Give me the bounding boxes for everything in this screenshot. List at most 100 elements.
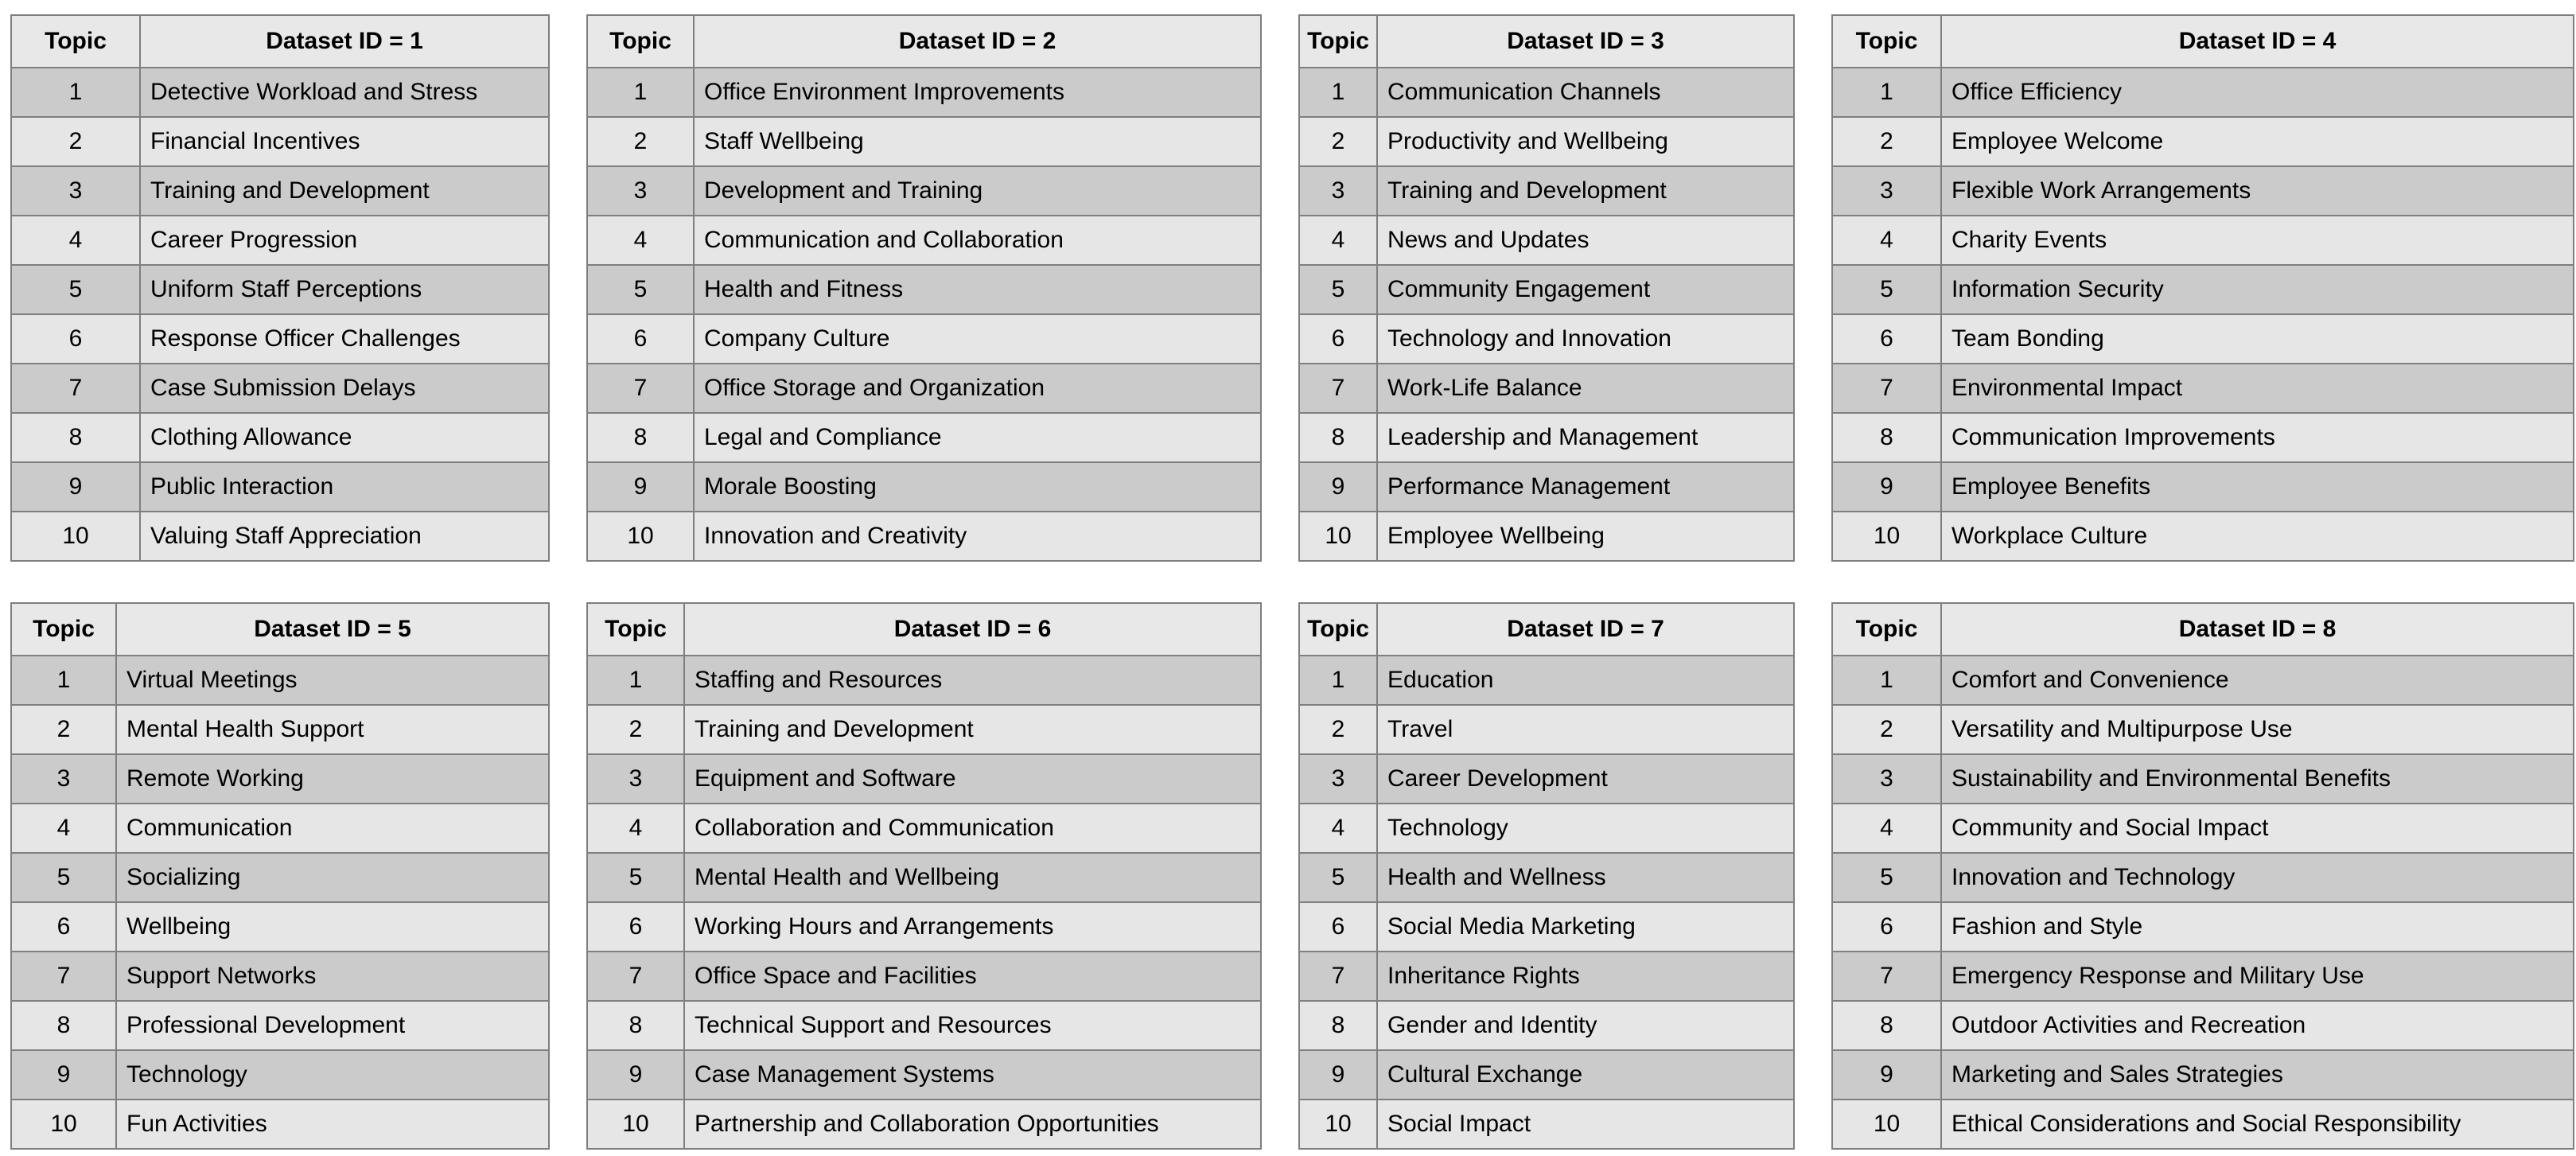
topic-number-cell: 6 — [1298, 313, 1378, 364]
topic-row: 7 Case Submission Delays — [10, 363, 550, 414]
topic-column-header: Topic — [1831, 14, 1942, 68]
topic-label-cell: Collaboration and Communication — [683, 803, 1262, 854]
topic-number-cell: 2 — [1831, 704, 1942, 755]
topic-row: 9 Technology — [10, 1049, 550, 1100]
table-header-row: Topic Dataset ID = 6 — [586, 602, 1262, 656]
topic-label-cell: Training and Development — [139, 165, 550, 216]
topic-label-cell: Outdoor Activities and Recreation — [1940, 1000, 2574, 1051]
topic-label-cell: Technology — [115, 1049, 550, 1100]
topic-number-cell: 5 — [586, 264, 695, 315]
topic-row: 5 Socializing — [10, 852, 550, 903]
topic-row: 8 Outdoor Activities and Recreation — [1831, 1000, 2574, 1051]
topic-label-cell: Training and Development — [1376, 165, 1795, 216]
topic-label-cell: Employee Welcome — [1940, 116, 2574, 167]
topic-label-cell: Case Submission Delays — [139, 363, 550, 414]
topic-row: 4 Career Progression — [10, 215, 550, 266]
topic-label-cell: Uniform Staff Perceptions — [139, 264, 550, 315]
topic-label-cell: Case Management Systems — [683, 1049, 1262, 1100]
topic-label-cell: Ethical Considerations and Social Respon… — [1940, 1099, 2574, 1150]
topic-row: 2 Mental Health Support — [10, 704, 550, 755]
topic-row: 8 Communication Improvements — [1831, 412, 2574, 463]
topic-row: 6 Wellbeing — [10, 901, 550, 952]
dataset-table-7: Topic Dataset ID = 7 1 Education 2 Trave… — [1298, 602, 1795, 1150]
topic-label-cell: Inheritance Rights — [1376, 951, 1795, 1002]
topic-label-cell: Community Engagement — [1376, 264, 1795, 315]
topic-row: 7 Environmental Impact — [1831, 363, 2574, 414]
topic-row: 9 Employee Benefits — [1831, 461, 2574, 512]
topic-number-cell: 4 — [1831, 215, 1942, 266]
topic-row: 7 Support Networks — [10, 951, 550, 1002]
topic-number-cell: 10 — [586, 511, 695, 562]
topic-row: 3 Training and Development — [1298, 165, 1795, 216]
topic-label-cell: Financial Incentives — [139, 116, 550, 167]
topic-label-cell: Community and Social Impact — [1940, 803, 2574, 854]
topic-column-header: Topic — [1298, 602, 1378, 656]
topic-label-cell: Social Impact — [1376, 1099, 1795, 1150]
topic-number-cell: 3 — [586, 753, 685, 804]
topic-number-cell: 2 — [10, 116, 141, 167]
topic-label-cell: Detective Workload and Stress — [139, 67, 550, 118]
topic-number-cell: 1 — [1831, 67, 1942, 118]
topic-number-cell: 2 — [1831, 116, 1942, 167]
topic-label-cell: Working Hours and Arrangements — [683, 901, 1262, 952]
topic-number-cell: 8 — [1831, 1000, 1942, 1051]
topic-number-cell: 10 — [1831, 511, 1942, 562]
dataset-id-header: Dataset ID = 5 — [115, 602, 550, 656]
topic-number-cell: 8 — [10, 412, 141, 463]
dataset-id-header: Dataset ID = 4 — [1940, 14, 2574, 68]
topic-number-cell: 4 — [1831, 803, 1942, 854]
topic-label-cell: Health and Fitness — [693, 264, 1262, 315]
topic-number-cell: 5 — [586, 852, 685, 903]
topic-label-cell: Wellbeing — [115, 901, 550, 952]
table-header-row: Topic Dataset ID = 4 — [1831, 14, 2574, 68]
topic-number-cell: 2 — [10, 704, 117, 755]
topic-label-cell: Career Development — [1376, 753, 1795, 804]
topic-row: 1 Virtual Meetings — [10, 655, 550, 706]
topic-row: 9 Case Management Systems — [586, 1049, 1262, 1100]
topic-label-cell: Work-Life Balance — [1376, 363, 1795, 414]
topic-row: 10 Innovation and Creativity — [586, 511, 1262, 562]
topic-label-cell: Valuing Staff Appreciation — [139, 511, 550, 562]
dataset-table-1: Topic Dataset ID = 1 1 Detective Workloa… — [10, 14, 550, 562]
dataset-table-3: Topic Dataset ID = 3 1 Communication Cha… — [1298, 14, 1795, 562]
topic-row: 8 Leadership and Management — [1298, 412, 1795, 463]
topic-row: 9 Morale Boosting — [586, 461, 1262, 512]
topic-number-cell: 2 — [1298, 116, 1378, 167]
topic-number-cell: 3 — [10, 753, 117, 804]
topic-label-cell: Team Bonding — [1940, 313, 2574, 364]
topic-row: 8 Clothing Allowance — [10, 412, 550, 463]
topic-row: 7 Office Space and Facilities — [586, 951, 1262, 1002]
topic-label-cell: Versatility and Multipurpose Use — [1940, 704, 2574, 755]
topic-row: 2 Travel — [1298, 704, 1795, 755]
topic-row: 6 Response Officer Challenges — [10, 313, 550, 364]
topic-row: 6 Fashion and Style — [1831, 901, 2574, 952]
topic-number-cell: 4 — [586, 803, 685, 854]
dataset-id-header: Dataset ID = 7 — [1376, 602, 1795, 656]
topic-label-cell: Sustainability and Environmental Benefit… — [1940, 753, 2574, 804]
topic-row: 2 Training and Development — [586, 704, 1262, 755]
topic-number-cell: 9 — [10, 1049, 117, 1100]
topic-row: 4 Charity Events — [1831, 215, 2574, 266]
table-header-row: Topic Dataset ID = 3 — [1298, 14, 1795, 68]
topic-number-cell: 9 — [1298, 461, 1378, 512]
topic-label-cell: Travel — [1376, 704, 1795, 755]
topic-row: 4 News and Updates — [1298, 215, 1795, 266]
topic-number-cell: 7 — [10, 363, 141, 414]
topic-row: 9 Performance Management — [1298, 461, 1795, 512]
topic-number-cell: 6 — [1298, 901, 1378, 952]
topic-row: 10 Workplace Culture — [1831, 511, 2574, 562]
topic-label-cell: Remote Working — [115, 753, 550, 804]
topic-row: 9 Public Interaction — [10, 461, 550, 512]
topic-row: 9 Marketing and Sales Strategies — [1831, 1049, 2574, 1100]
topic-row: 6 Company Culture — [586, 313, 1262, 364]
table-header-row: Topic Dataset ID = 8 — [1831, 602, 2574, 656]
topic-column-header: Topic — [1831, 602, 1942, 656]
dataset-id-header: Dataset ID = 2 — [693, 14, 1262, 68]
topic-number-cell: 5 — [1831, 852, 1942, 903]
topic-row: 3 Training and Development — [10, 165, 550, 216]
dataset-id-header: Dataset ID = 1 — [139, 14, 550, 68]
topic-number-cell: 10 — [586, 1099, 685, 1150]
topic-column-header: Topic — [586, 602, 685, 656]
topic-number-cell: 4 — [586, 215, 695, 266]
topic-row: 5 Information Security — [1831, 264, 2574, 315]
